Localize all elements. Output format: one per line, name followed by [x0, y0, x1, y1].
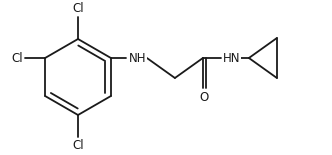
- Text: Cl: Cl: [72, 2, 84, 15]
- Text: NH: NH: [129, 51, 146, 64]
- Text: Cl: Cl: [12, 51, 23, 64]
- Text: HN: HN: [223, 51, 240, 64]
- Text: Cl: Cl: [72, 139, 84, 152]
- Text: O: O: [200, 91, 209, 104]
